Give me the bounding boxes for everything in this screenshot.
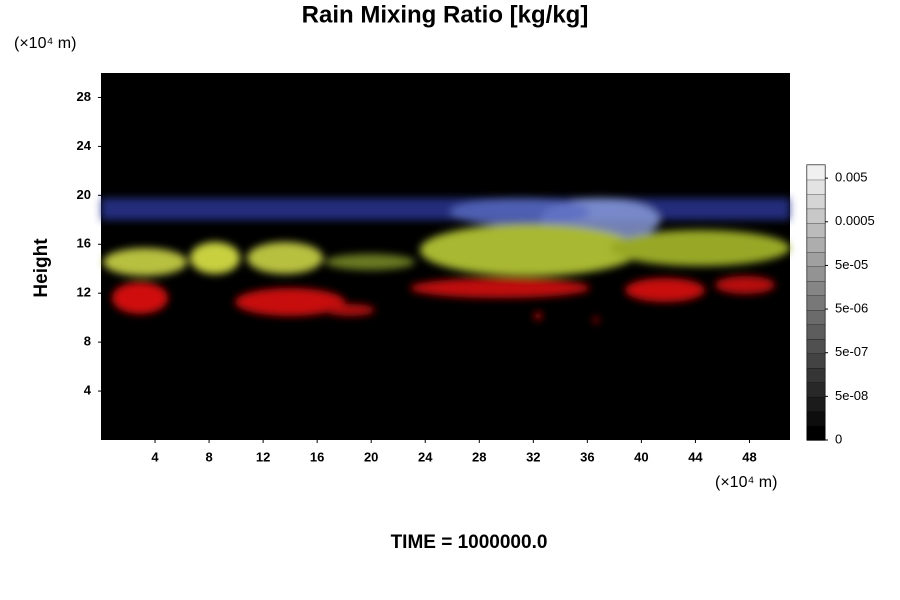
annotation: TIME = 1000000.0 — [391, 532, 548, 553]
colorbar-band — [806, 164, 826, 181]
colorbar-band — [806, 251, 826, 267]
chart-title: Rain Mixing Ratio [kg/kg] — [302, 1, 589, 28]
x-unit: (×10⁴ m) — [715, 474, 777, 491]
x-tick-label: 40 — [634, 449, 648, 464]
colorbar-band — [806, 425, 826, 441]
x-tick-label: 4 — [151, 449, 159, 464]
x-tick-label: 28 — [472, 449, 486, 464]
x-tick-label: 20 — [364, 449, 378, 464]
colorbar-band — [806, 266, 826, 282]
colorbar-band — [806, 396, 826, 412]
colorbar-tick-label: 5e-06 — [835, 301, 868, 316]
colorbar-band — [806, 280, 826, 296]
y-tick-label: 16 — [77, 236, 91, 251]
colorbar-band — [806, 309, 826, 325]
colorbar-band — [806, 324, 826, 340]
colorbar-band — [806, 295, 826, 311]
x-tick-label: 12 — [256, 449, 270, 464]
colorbar-tick-label: 0.0005 — [835, 213, 875, 228]
colorbar-tick-label: 0 — [835, 431, 842, 446]
y-tick-label: 20 — [77, 187, 91, 202]
colorbar-band — [806, 381, 826, 398]
colorbar-band — [806, 222, 826, 239]
y-tick-label: 8 — [84, 334, 91, 349]
y-axis-label: Height — [31, 238, 52, 298]
x-tick-label: 48 — [742, 449, 756, 464]
colorbar-band — [806, 208, 826, 224]
colorbar-tick-label: 5e-07 — [835, 344, 868, 359]
x-tick-label: 8 — [205, 449, 212, 464]
colorbar-band — [806, 367, 826, 383]
y-tick-label: 4 — [84, 383, 92, 398]
y-tick-label: 28 — [77, 89, 91, 104]
y-unit: (×10⁴ m) — [14, 35, 76, 52]
colorbar-tick-label: 0.005 — [835, 170, 868, 185]
colorbar-band — [806, 353, 826, 369]
rain-render — [101, 198, 790, 323]
colorbar-tick-label: 5e-08 — [835, 388, 868, 403]
colorbar-band — [806, 410, 826, 427]
x-tick-label: 24 — [418, 449, 433, 464]
y-tick-label: 12 — [77, 285, 91, 300]
colorbar-band — [806, 179, 826, 195]
x-tick-label: 32 — [526, 449, 540, 464]
colorbar-tick-label: 5e-05 — [835, 257, 868, 272]
x-tick-label: 16 — [310, 449, 324, 464]
colorbar-band — [806, 338, 826, 354]
colorbar-band — [806, 237, 826, 253]
colorbar-band — [806, 193, 826, 210]
y-tick-label: 24 — [77, 138, 92, 153]
x-tick-label: 44 — [688, 449, 703, 464]
x-tick-label: 36 — [580, 449, 594, 464]
